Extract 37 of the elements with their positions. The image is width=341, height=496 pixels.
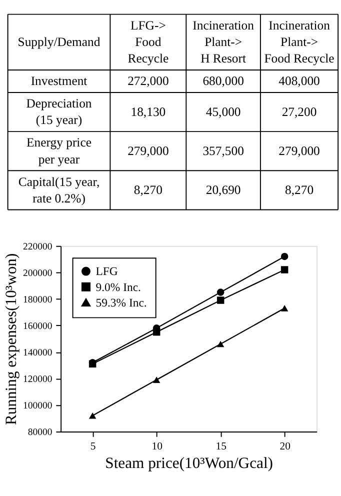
category-label: Incineration Plant-> Food Recycle — [264, 18, 335, 66]
category-label: Investment — [30, 74, 88, 88]
y-tick-label: 80000 — [28, 426, 52, 438]
y-tick-label: 140000 — [22, 347, 52, 358]
category-label: Incineration Plant-> H Resort — [192, 18, 255, 66]
text: 27,200 — [282, 104, 317, 119]
y-tick-label: 100000 — [22, 400, 52, 412]
text: 279,000 — [128, 144, 169, 158]
legend-label: LFG — [96, 265, 118, 278]
y-tick-label: 200000 — [22, 268, 52, 279]
text: 45,000 — [206, 104, 241, 119]
text: 20,690 — [206, 183, 241, 198]
y-tick-label: 220000 — [22, 241, 52, 252]
category-label: Energy price per year — [26, 136, 92, 166]
text: 357,500 — [202, 144, 244, 158]
y-axis-title: Running expenses(10³won) — [3, 253, 20, 426]
text: 18,130 — [130, 104, 166, 119]
category-label: LFG-> Food Recycle — [128, 18, 169, 66]
text: 8,270 — [134, 183, 162, 198]
y-tick-label: 120000 — [22, 374, 52, 385]
x-tick-label: 10 — [152, 440, 162, 453]
category-label: Supply/Demand — [18, 35, 101, 50]
legend-label: 59.3% Inc. — [96, 296, 147, 310]
x-tick-label: 15 — [216, 440, 226, 453]
text: 8,270 — [284, 183, 314, 198]
x-tick-label: 5 — [90, 440, 96, 453]
category-label: Capital(15 year, rate 0.2%) — [18, 174, 100, 206]
y-tick-label: 180000 — [22, 294, 52, 306]
text: 272,000 — [128, 74, 169, 88]
x-tick-label: 20 — [280, 440, 290, 453]
legend-label: 9.0% Inc. — [96, 280, 142, 294]
category-label: Depreciation (15 year) — [26, 96, 92, 128]
y-tick-label: 160000 — [22, 320, 52, 332]
x-axis-title: Steam price(10³Won/Gcal) — [105, 455, 273, 472]
text: 279,000 — [278, 144, 320, 158]
text: 408,000 — [278, 74, 320, 88]
text: 680,000 — [202, 74, 244, 88]
